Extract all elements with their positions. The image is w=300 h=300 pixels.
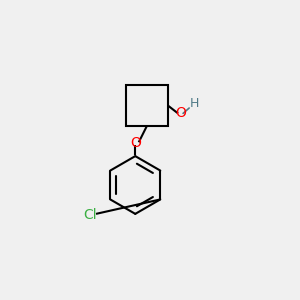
Text: H: H xyxy=(190,97,199,110)
Text: Cl: Cl xyxy=(83,208,97,222)
Text: O: O xyxy=(130,136,141,150)
Text: O: O xyxy=(175,106,186,120)
